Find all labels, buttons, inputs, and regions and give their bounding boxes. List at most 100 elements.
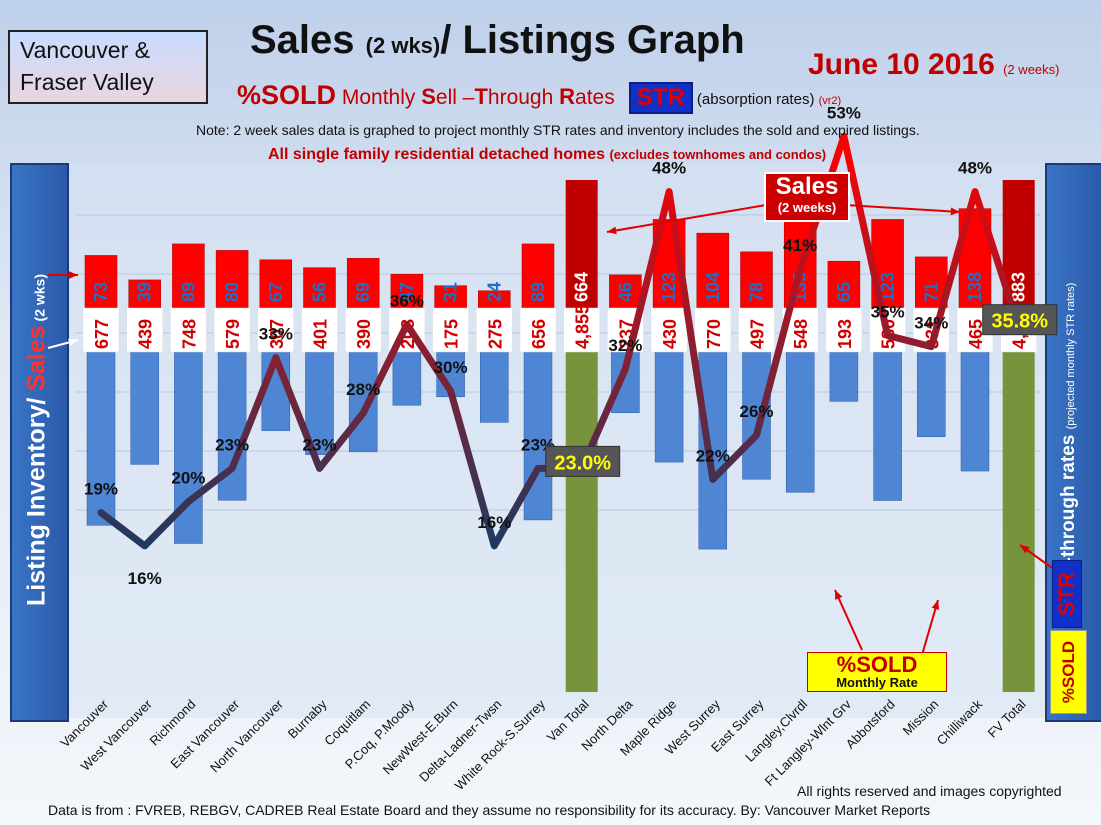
right-axis-panel [1045,163,1101,722]
pct-label: 36% [390,291,424,310]
pct-label: 35% [871,303,905,322]
pct-label: 22% [696,446,730,465]
subtitle-t: T [474,84,488,109]
inventory-bar [785,351,815,493]
str-vertical-text: STR [1054,572,1079,616]
inventory-value-label: 439 [136,319,156,349]
inventory-bar [480,351,509,423]
inventory-bar [960,351,990,472]
title-small: (2 wks) [365,33,441,58]
pct-label: 16% [477,513,511,532]
pct-label: 53% [827,103,861,122]
inventory-label-box [301,307,338,353]
total-column-bar [1002,352,1035,692]
sales-arrow-chilliwack-head [950,207,960,216]
sales-bar [696,232,730,309]
pct-label: 28% [346,380,380,399]
str-vertical-tag: STR [1052,560,1082,628]
sales-value-label: 883 [1009,272,1029,302]
sales-bar [346,258,380,309]
inventory-value-label: 390 [354,319,374,349]
inventory-value-label: 401 [311,319,331,349]
sold-vertical-text: %SOLD [1058,640,1078,704]
inventory-value-label: 307 [267,319,287,349]
sales-bar [740,251,773,309]
pct-label: 23% [302,435,336,454]
subtitle-pct: %SOLD [237,80,337,110]
sales-bar [215,250,249,309]
inventory-bar [698,351,728,550]
sales-value-label: 46 [615,282,635,302]
pct-label: 48% [652,159,686,178]
scope-text: All single family residential detached h… [268,146,826,164]
inventory-value-label: 4,855 [573,304,593,349]
sales-arrow-chilliwack [845,204,961,213]
sales-value-label: 39 [135,282,155,302]
region-line-1: Vancouver & [20,37,150,63]
sold-vertical-tag: %SOLD [1050,630,1087,714]
y-label-b: Sales [22,325,51,391]
sales-value-label: 80 [222,282,242,302]
inventory-value-label: 275 [485,319,505,349]
pct-label: 48% [958,159,992,178]
sales-bar [84,255,118,309]
sales-value-label: 31 [441,282,461,302]
x-tick-label: Burnaby [285,696,330,741]
inventory-value-label: 430 [660,319,680,349]
title-end: / Listings Graph [440,18,745,62]
pct-label: 16% [128,569,162,588]
sold-arrow-2 [921,599,939,656]
sales-arrow-left-head [68,271,78,279]
pct-label: 20% [171,469,205,488]
inventory-value-label: 465 [966,319,986,349]
sales-bar [303,267,336,309]
x-tick-label: Delta-Ladner-Twsn [416,697,504,785]
sales-arrow-van-total-head [607,226,617,235]
sales-value-label: 69 [353,282,373,302]
inventory-bar [86,351,116,526]
sales-value-label: 104 [703,272,723,302]
pct-label: 32% [608,336,642,355]
subtitle-text: Monthly [336,86,422,109]
pct-label: 35.8% [991,311,1048,333]
inventory-bar [873,351,902,501]
sales-bar [259,259,293,309]
subtitle: %SOLD Monthly Sell –Through Rates STR (ab… [237,80,841,115]
pct-label: 30% [434,358,468,377]
date-text: June 10 2016 [808,48,995,81]
pct-label: 33% [259,325,293,344]
subtitle-s: S [421,84,436,109]
total-pct-box [982,304,1058,336]
inventory-bar [654,351,684,463]
sales-callout: Sales (2 weeks) [764,172,850,222]
scope-main: All single family residential detached h… [268,146,610,163]
page-title: Sales (2 wks)/ Listings Graph [250,18,745,63]
sales-value-label: 71 [921,282,941,302]
sales-arrow-van-total [606,204,767,233]
total-pct-box [545,445,621,477]
subtitle-r: R [559,84,576,109]
inventory-value-label: 175 [442,319,462,349]
sales-value-label: 78 [747,282,767,302]
inventory-value-label: 193 [835,319,855,349]
left-axis-panel [10,163,69,722]
absorption-note: (absorption rates) [692,91,819,108]
scope-small: (excludes townhomes and condos) [609,147,827,162]
inventory-bar [829,351,859,402]
sales-value-label: 56 [310,282,330,302]
inventory-value-label: 677 [92,319,112,349]
sales-value-label: 65 [834,282,854,302]
pct-label: 41% [783,236,817,255]
sales-value-label: 73 [91,282,111,302]
inventory-bar [392,351,422,406]
pct-label: 23.0% [554,452,611,474]
y-axis-label-left: Listing Inventory/ Sales (2 wks) [23,274,52,606]
inventory-label-box [82,307,120,353]
x-tick-label: Mission [900,697,942,739]
pct-label: 23% [215,435,249,454]
note-text: Note: 2 week sales data is graphed to pr… [196,122,920,138]
subtitle-ates: ates [575,86,615,109]
y-axis-label-right: Sell-through rates (projected monthly ST… [1058,283,1080,598]
sold-arrow-2-head [931,600,940,610]
